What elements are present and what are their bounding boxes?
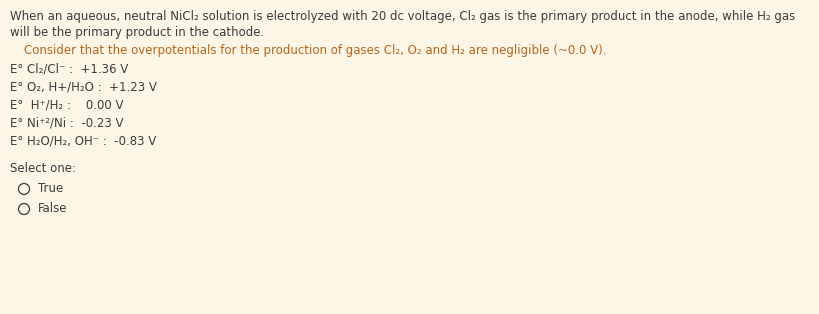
Text: E° H₂O/H₂, OH⁻ :  -0.83 V: E° H₂O/H₂, OH⁻ : -0.83 V — [10, 134, 156, 147]
Text: Select one:: Select one: — [10, 162, 76, 175]
Text: When an aqueous, neutral NiCl₂ solution is electrolyzed with 20 dc voltage, Cl₂ : When an aqueous, neutral NiCl₂ solution … — [10, 10, 795, 23]
Text: will be the primary product in the cathode.: will be the primary product in the catho… — [10, 26, 265, 39]
Text: True: True — [38, 182, 63, 195]
Text: E° Cl₂/Cl⁻ :  +1.36 V: E° Cl₂/Cl⁻ : +1.36 V — [10, 62, 129, 75]
Text: False: False — [38, 202, 67, 215]
Text: E° Ni⁺²/Ni :  -0.23 V: E° Ni⁺²/Ni : -0.23 V — [10, 116, 124, 129]
Text: Consider that the overpotentials for the production of gases Cl₂, O₂ and H₂ are : Consider that the overpotentials for the… — [24, 44, 607, 57]
Text: E°  H⁺/H₂ :    0.00 V: E° H⁺/H₂ : 0.00 V — [10, 98, 124, 111]
Text: E° O₂, H+/H₂O :  +1.23 V: E° O₂, H+/H₂O : +1.23 V — [10, 80, 157, 93]
